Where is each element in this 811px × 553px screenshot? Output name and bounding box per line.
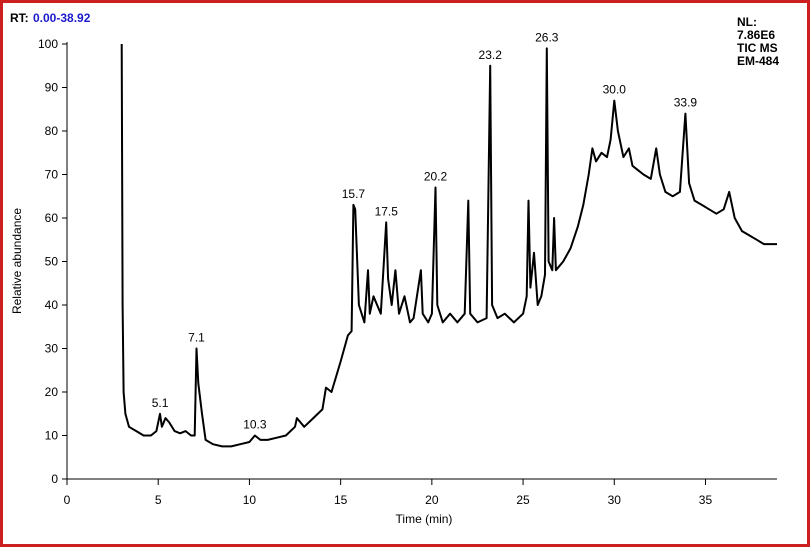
y-tick-label: 20	[45, 385, 59, 399]
note-line: 7.86E6	[737, 28, 775, 42]
x-tick-label: 30	[608, 493, 622, 507]
peak-label: 30.0	[603, 83, 627, 97]
y-tick-label: 30	[45, 342, 59, 356]
peak-label: 23.2	[479, 48, 503, 62]
peak-label: 20.2	[424, 170, 448, 184]
rt-range: 0.00-38.92	[33, 11, 91, 25]
x-tick-label: 15	[334, 493, 348, 507]
y-tick-label: 100	[38, 37, 58, 51]
x-tick-label: 20	[425, 493, 439, 507]
peak-label: 26.3	[535, 30, 559, 44]
peak-label: 15.7	[342, 187, 366, 201]
note-line: EM-484	[737, 54, 779, 68]
x-tick-label: 0	[64, 493, 71, 507]
peak-label: 5.1	[152, 396, 169, 410]
y-tick-label: 70	[45, 168, 59, 182]
peak-label: 10.3	[243, 418, 267, 432]
y-tick-label: 60	[45, 211, 59, 225]
x-tick-label: 25	[516, 493, 530, 507]
y-axis-title: Relative abundance	[10, 208, 24, 314]
y-tick-label: 10	[45, 429, 59, 443]
x-tick-label: 10	[243, 493, 257, 507]
y-tick-label: 90	[45, 81, 59, 95]
rt-label: RT:	[10, 11, 29, 25]
x-tick-label: 35	[699, 493, 713, 507]
peak-label: 7.1	[188, 331, 205, 345]
x-axis-title: Time (min)	[396, 512, 453, 526]
x-tick-label: 5	[155, 493, 162, 507]
trace	[120, 43, 777, 448]
y-tick-label: 40	[45, 298, 59, 312]
y-tick-label: 80	[45, 124, 59, 138]
note-line: TIC MS	[737, 41, 778, 55]
y-tick-label: 50	[45, 255, 59, 269]
peak-label: 33.9	[674, 96, 698, 110]
peak-label: 17.5	[375, 204, 399, 218]
y-tick-label: 0	[51, 472, 58, 486]
note-line: NL:	[737, 15, 757, 29]
